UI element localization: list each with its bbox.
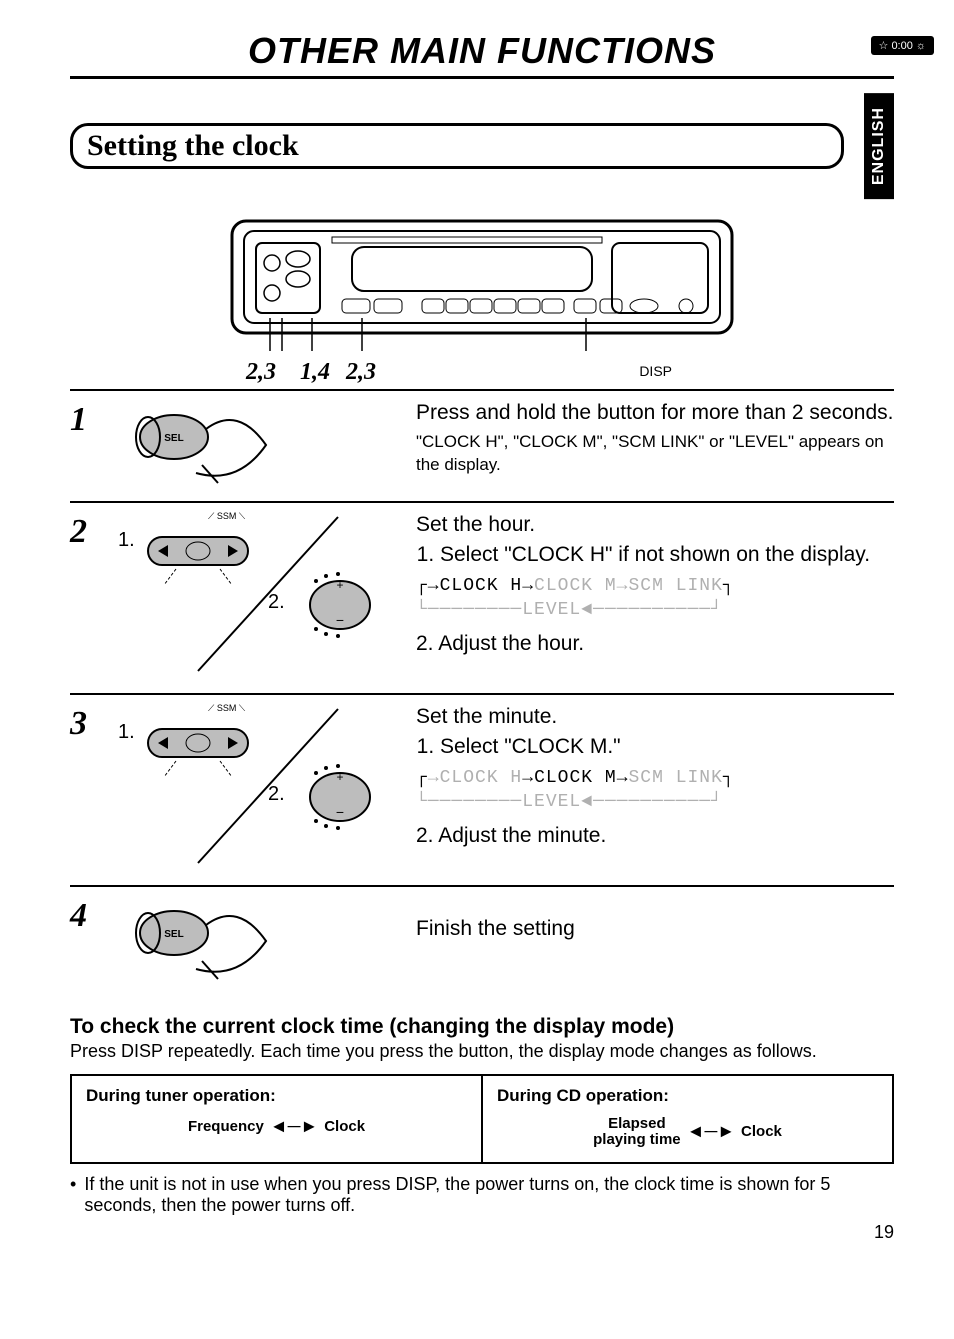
substep-2: 2. — [268, 783, 285, 806]
step-1-lead: Press and hold the button for more than … — [416, 399, 894, 427]
step-1-text: Press and hold the button for more than … — [416, 399, 894, 489]
step-4-graphic: SEL — [118, 895, 398, 985]
cycle-active: CLOCK M — [534, 768, 617, 788]
car-stereo-diagram — [222, 213, 742, 363]
svg-text:SEL: SEL — [164, 433, 183, 444]
step-1-sub: "CLOCK H", "CLOCK M", "SCM LINK" or "LEV… — [416, 431, 894, 477]
step-3: 3 ⟋ SSM ⟍ 1. 2. + − — [70, 695, 894, 887]
tuner-toggle: Frequency ◄─► Clock — [86, 1116, 467, 1137]
cycle-faded: CLOCK M — [534, 576, 617, 596]
step-4-lead: Finish the setting — [416, 915, 894, 943]
step-2-item-2-text: Adjust the hour. — [438, 632, 584, 655]
step-3-lead: Set the minute. — [416, 703, 894, 731]
step-2-item-1: Select "CLOCK H" if not shown on the dis… — [440, 541, 894, 569]
step-4: 4 SEL Finish the setting — [70, 887, 894, 997]
step-2-graphic: ⟋ SSM ⟍ 1. 2. + − — [118, 511, 398, 681]
clock-badge-text: 0:00 — [891, 40, 912, 52]
step-number: 2 — [70, 511, 100, 681]
footnote-text: If the unit is not in use when you press… — [84, 1174, 894, 1216]
sel-button-press-icon: SEL — [118, 399, 298, 489]
plus-minus-dial-icon: + − — [296, 759, 386, 839]
cd-right: Clock — [741, 1123, 782, 1140]
step-2: 2 ⟋ SSM ⟍ 1. 2. + − — [70, 503, 894, 695]
cycle-faded: SCM LINK — [628, 576, 722, 596]
section-heading: Setting the clock — [70, 123, 844, 169]
section-heading-text: Setting the clock — [87, 129, 299, 162]
cycle-active: CLOCK H — [440, 576, 523, 596]
callout-disp: DISP — [639, 363, 672, 379]
step-3-item-2-text: Adjust the minute. — [438, 824, 606, 847]
step-4-text: Finish the setting — [416, 895, 894, 985]
cycle-diagram-minute: ┌→CLOCK H→CLOCK M→SCM LINK┐ — [416, 768, 894, 788]
double-arrow-icon: ◄─► — [687, 1121, 735, 1142]
cycle-diagram-hour: ┌→CLOCK H→CLOCK M→SCM LINK┐ — [416, 576, 894, 596]
cd-heading: During CD operation: — [497, 1086, 878, 1106]
step-3-item-2: 2. Adjust the minute. — [416, 822, 894, 850]
svg-text:−: − — [336, 612, 344, 628]
step-number: 4 — [70, 895, 100, 985]
footnote: • If the unit is not in use when you pre… — [70, 1174, 894, 1216]
clock-badge: ☆ 0:00 ☼ — [871, 36, 934, 55]
step-3-graphic: ⟋ SSM ⟍ 1. 2. + − — [118, 703, 398, 873]
cycle-diagram-minute-line2: └──────── LEVEL ◄──────────┘ — [416, 792, 894, 812]
tuner-heading: During tuner operation: — [86, 1086, 467, 1106]
cycle-faded: LEVEL — [522, 792, 581, 812]
svg-text:+: + — [336, 578, 343, 592]
tuner-cell: During tuner operation: Frequency ◄─► Cl… — [72, 1076, 481, 1162]
substep-1: 1. — [118, 529, 135, 552]
section-heading-row: Setting the clock ENGLISH — [70, 93, 894, 199]
language-tab: ENGLISH — [864, 93, 894, 199]
tuner-left: Frequency — [188, 1118, 264, 1135]
step-1-graphic: SEL — [118, 399, 398, 489]
svg-text:SEL: SEL — [164, 929, 183, 940]
page-header: OTHER MAIN FUNCTIONS ☆ 0:00 ☼ — [70, 30, 894, 79]
svg-text:−: − — [336, 804, 344, 820]
callout-14: 1,4 — [300, 359, 330, 386]
cycle-faded: SCM LINK — [629, 768, 723, 788]
cycle-faded: LEVEL — [522, 600, 581, 620]
callout-23-left: 2,3 — [246, 359, 276, 386]
sel-button-press-icon: SEL — [118, 895, 298, 985]
step-number: 1 — [70, 399, 100, 489]
device-figure: 2,3 1,4 2,3 DISP — [70, 213, 894, 359]
substep-2: 2. — [268, 591, 285, 614]
cycle-diagram-hour-line2: └──────── LEVEL ◄──────────┘ — [416, 600, 894, 620]
step-2-item-2: 2. Adjust the hour. — [416, 630, 894, 658]
step-3-text: Set the minute. Select "CLOCK M." ┌→CLOC… — [416, 703, 894, 873]
page-number: 19 — [70, 1222, 894, 1243]
plus-minus-dial-icon: + − — [296, 567, 386, 647]
step-2-lead: Set the hour. — [416, 511, 894, 539]
page-title: OTHER MAIN FUNCTIONS — [248, 30, 716, 72]
cd-toggle: Elapsed playing time ◄─► Clock — [497, 1116, 878, 1148]
cd-left: Elapsed playing time — [593, 1116, 681, 1148]
cd-left-line1: Elapsed — [608, 1116, 666, 1132]
cycle-faded: CLOCK H — [440, 768, 523, 788]
svg-text:+: + — [336, 770, 343, 784]
check-heading: To check the current clock time (changin… — [70, 1015, 894, 1039]
double-arrow-icon: ◄─► — [270, 1116, 318, 1137]
callout-23-right: 2,3 — [346, 359, 376, 386]
step-3-item-1: Select "CLOCK M." — [440, 733, 894, 761]
step-number: 3 — [70, 703, 100, 873]
bullet-icon: • — [70, 1174, 76, 1216]
substep-1: 1. — [118, 721, 135, 744]
cd-cell: During CD operation: Elapsed playing tim… — [481, 1076, 892, 1162]
display-mode-table: During tuner operation: Frequency ◄─► Cl… — [70, 1074, 894, 1164]
step-1: 1 SEL Press and hold the button for more… — [70, 391, 894, 503]
check-para: Press DISP repeatedly. Each time you pre… — [70, 1041, 894, 1062]
cd-left-line2: playing time — [593, 1132, 681, 1148]
step-2-text: Set the hour. Select "CLOCK H" if not sh… — [416, 511, 894, 681]
tuner-right: Clock — [324, 1118, 365, 1135]
